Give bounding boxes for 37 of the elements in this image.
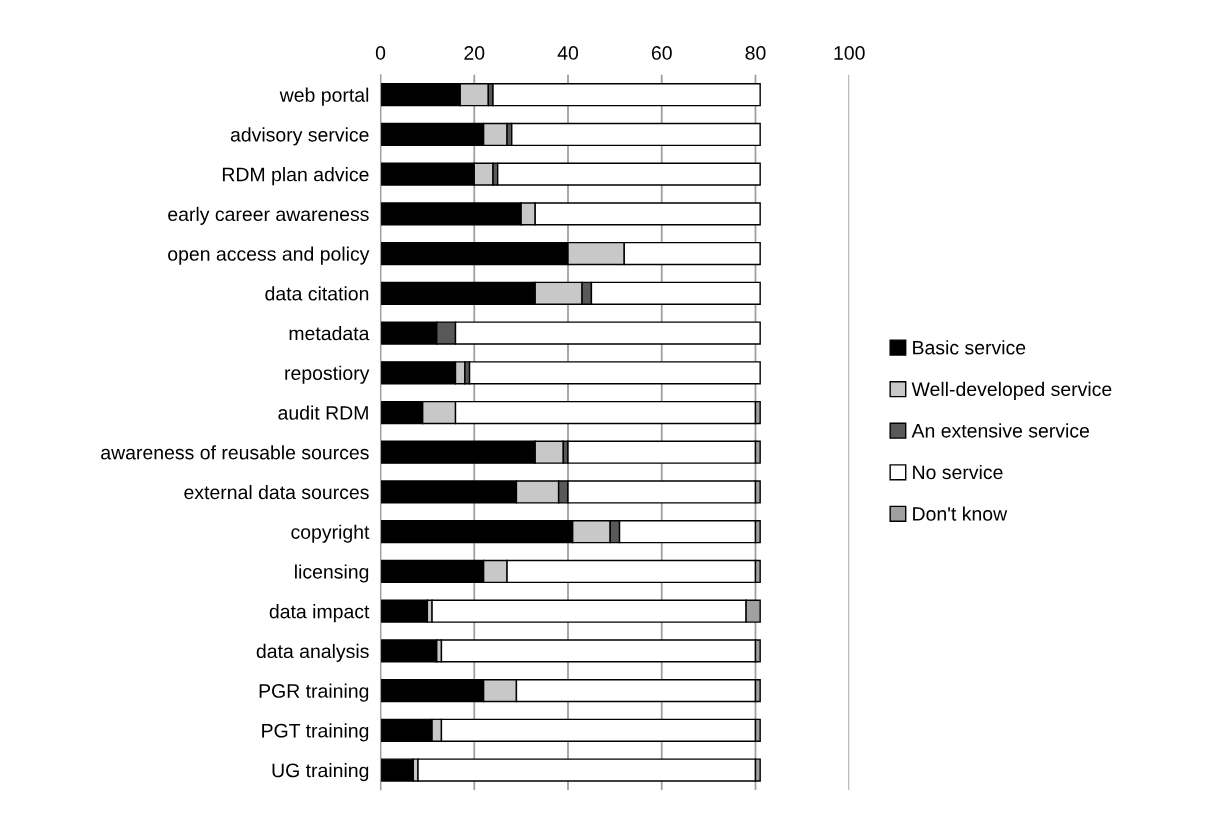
y-tick-label: early career awareness <box>168 206 369 225</box>
x-tick-label: 40 <box>557 46 579 60</box>
x-tick-label: 0 <box>375 46 386 60</box>
legend-label: No service <box>913 464 1003 480</box>
y-tick-label: external data sources <box>184 484 369 500</box>
bar <box>492 83 761 107</box>
y-tick-label: advisory service <box>230 127 369 146</box>
y-tick-label: data impact <box>269 604 370 623</box>
y-tick-label: open access and policy <box>168 246 370 265</box>
y-tick-label: repostiory <box>285 365 370 384</box>
y-tick-label: awareness of reusable sources <box>101 445 369 460</box>
bar <box>440 639 757 663</box>
bar <box>468 361 761 385</box>
y-tick-label: licensing <box>295 564 369 583</box>
y-tick-label: data analysis <box>256 643 369 662</box>
y-tick-label: copyright <box>291 524 370 543</box>
y-tick-label: metadata <box>289 326 370 341</box>
bar <box>567 440 757 464</box>
bar <box>380 639 438 663</box>
legend-label: Well-developed service <box>911 381 1112 400</box>
x-tick-label: 100 <box>834 46 865 60</box>
bar <box>380 758 415 782</box>
legend-label: Don't know <box>913 506 1008 521</box>
y-tick-label: PGR training <box>259 683 369 702</box>
y-tick-label: PGT training <box>262 723 369 742</box>
bar <box>380 599 429 623</box>
x-tick-label: 20 <box>464 46 485 60</box>
y-tick-label: data citation <box>265 286 369 301</box>
y-tick-label: web portal <box>279 87 369 106</box>
bar <box>417 758 757 782</box>
x-tick-label: 60 <box>651 46 672 60</box>
y-tick-label: UG training <box>272 763 369 782</box>
legend-label: An extensive service <box>911 423 1090 438</box>
y-tick-label: RDM plan advice <box>222 167 369 186</box>
x-tick-label: 80 <box>745 46 766 60</box>
y-tick-label: audit RDM <box>278 405 368 420</box>
legend-label: Basic service <box>913 340 1026 355</box>
